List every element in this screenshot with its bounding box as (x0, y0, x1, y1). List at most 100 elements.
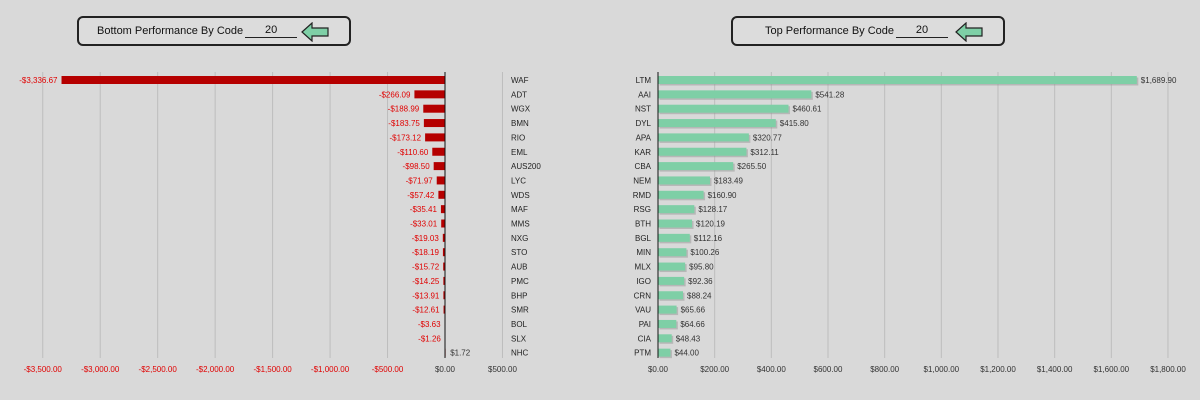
bottom-chart-bar (443, 276, 445, 285)
bottom-chart-category-label: EML (511, 148, 528, 157)
top-chart-category-label: LTM (636, 76, 652, 85)
top-chart-tick-label: $600.00 (814, 365, 843, 374)
top-chart-bar (658, 319, 677, 328)
bottom-chart-value-label: -$110.60 (397, 148, 429, 157)
bottom-chart-bar (442, 248, 445, 257)
top-chart-tick-label: $0.00 (648, 365, 669, 374)
arrow-left-icon[interactable] (955, 21, 983, 45)
bottom-chart-value-label: -$71.97 (406, 176, 434, 185)
bottom-chart-bar (423, 104, 445, 113)
bottom-chart-category-label: BOL (511, 320, 528, 329)
top-chart-value-label: $88.24 (687, 291, 712, 300)
top-chart-bar (658, 190, 704, 199)
top-chart-value-label: $320.77 (753, 133, 782, 142)
top-chart-value-label: $100.26 (690, 248, 719, 257)
bottom-chart-category-label: PMC (511, 277, 529, 286)
bottom-chart-category-label: SMR (511, 306, 529, 315)
arrow-left-icon[interactable] (301, 21, 329, 45)
bottom-chart-value-label: -$188.99 (388, 105, 420, 114)
bottom-chart-bar (443, 262, 445, 271)
bottom-performance-count[interactable]: 20 (245, 24, 298, 38)
bottom-chart-tick-label: -$3,000.00 (81, 365, 120, 374)
bottom-chart-category-label: BHP (511, 291, 527, 300)
top-chart-category-label: KAR (635, 148, 652, 157)
top-chart-bar (658, 233, 690, 242)
top-chart-value-label: $1,689.90 (1141, 76, 1177, 85)
top-chart-category-label: CIA (638, 334, 652, 343)
bottom-chart-category-label: AUB (511, 263, 527, 272)
bottom-chart-value-label: -$13.91 (412, 291, 440, 300)
bottom-chart-tick-label: -$500.00 (372, 365, 404, 374)
top-chart-value-label: $265.50 (737, 162, 766, 171)
bottom-chart-value-label: -$12.61 (412, 306, 440, 315)
top-chart-category-label: MLX (635, 263, 652, 272)
bottom-chart-category-label: SLX (511, 334, 527, 343)
top-chart-bar (658, 348, 671, 357)
top-chart-category-label: RSG (634, 205, 651, 214)
top-chart-value-label: $65.66 (681, 306, 706, 315)
bottom-chart-value-label: -$35.41 (410, 205, 438, 214)
bottom-chart-value-label: -$3,336.67 (19, 76, 58, 85)
top-chart-value-label: $64.66 (680, 320, 705, 329)
bottom-chart-category-label: WAF (511, 76, 529, 85)
bottom-performance-title: Bottom Performance By Code (97, 25, 244, 37)
bottom-chart-value-label: -$266.09 (379, 90, 411, 99)
bottom-chart-bar (438, 190, 445, 199)
bottom-chart-category-label: RIO (511, 133, 525, 142)
bottom-chart-category-label: NXG (511, 234, 528, 243)
bottom-chart-category-label: STO (511, 248, 527, 257)
bottom-chart-value-label: $1.72 (450, 349, 471, 358)
top-chart-value-label: $460.61 (793, 105, 822, 114)
top-chart-value-label: $48.43 (676, 334, 701, 343)
top-chart-tick-label: $800.00 (870, 365, 899, 374)
bottom-chart-category-label: BMN (511, 119, 529, 128)
top-chart-category-label: PAI (639, 320, 651, 329)
top-chart-bar (658, 90, 812, 99)
bottom-chart-bar (432, 147, 445, 156)
top-chart-bar (658, 119, 776, 128)
bottom-chart-value-label: -$19.03 (412, 234, 440, 243)
bottom-chart-value-label: -$98.50 (403, 162, 431, 171)
bottom-chart-value-label: -$18.19 (412, 248, 440, 257)
bottom-chart-bar (443, 305, 445, 314)
bottom-chart-bar (425, 133, 445, 142)
bottom-chart-bar (433, 162, 445, 171)
top-performance-count[interactable]: 20 (896, 24, 949, 38)
top-chart-category-label: CRN (634, 291, 652, 300)
bottom-chart-bar (442, 233, 445, 242)
bottom-chart-tick-label: -$1,500.00 (253, 365, 292, 374)
top-chart-bar (658, 305, 677, 314)
top-chart-category-label: CBA (635, 162, 652, 171)
top-chart-tick-label: $200.00 (700, 365, 729, 374)
bottom-chart-bar (61, 76, 446, 84)
top-chart-category-label: APA (636, 133, 652, 142)
top-chart-category-label: PTM (634, 349, 651, 358)
top-chart-value-label: $44.00 (674, 349, 699, 358)
top-chart-category-label: AAI (638, 90, 651, 99)
top-chart-tick-label: $1,600.00 (1094, 365, 1130, 374)
top-chart-bar (658, 262, 686, 271)
top-chart-bar (658, 248, 687, 257)
top-chart-tick-label: $400.00 (757, 365, 786, 374)
bottom-chart-bar (440, 205, 445, 214)
top-chart-value-label: $312.11 (750, 148, 779, 157)
top-chart-tick-label: $1,800.00 (1150, 365, 1186, 374)
top-chart-tick-label: $1,400.00 (1037, 365, 1073, 374)
top-chart-bar (658, 104, 789, 113)
bottom-chart-tick-label: -$2,000.00 (196, 365, 235, 374)
top-chart-bar (658, 176, 710, 185)
bottom-chart-category-label: WGX (511, 105, 531, 114)
bottom-chart-value-label: -$33.01 (410, 220, 438, 229)
top-chart-value-label: $541.28 (815, 90, 844, 99)
top-chart-value-label: $95.80 (689, 263, 714, 272)
bottom-chart-bar (443, 291, 445, 300)
bottom-chart-value-label: -$173.12 (390, 133, 422, 142)
top-chart-bar (658, 276, 685, 285)
bottom-chart-tick-label: -$3,500.00 (24, 365, 63, 374)
bottom-chart-value-label: -$3.63 (418, 320, 441, 329)
top-chart-category-label: BGL (635, 234, 652, 243)
top-chart-value-label: $120.19 (696, 220, 725, 229)
top-chart-tick-label: $1,200.00 (980, 365, 1016, 374)
top-chart-value-label: $128.17 (698, 205, 727, 214)
top-chart-category-label: MIN (636, 248, 651, 257)
